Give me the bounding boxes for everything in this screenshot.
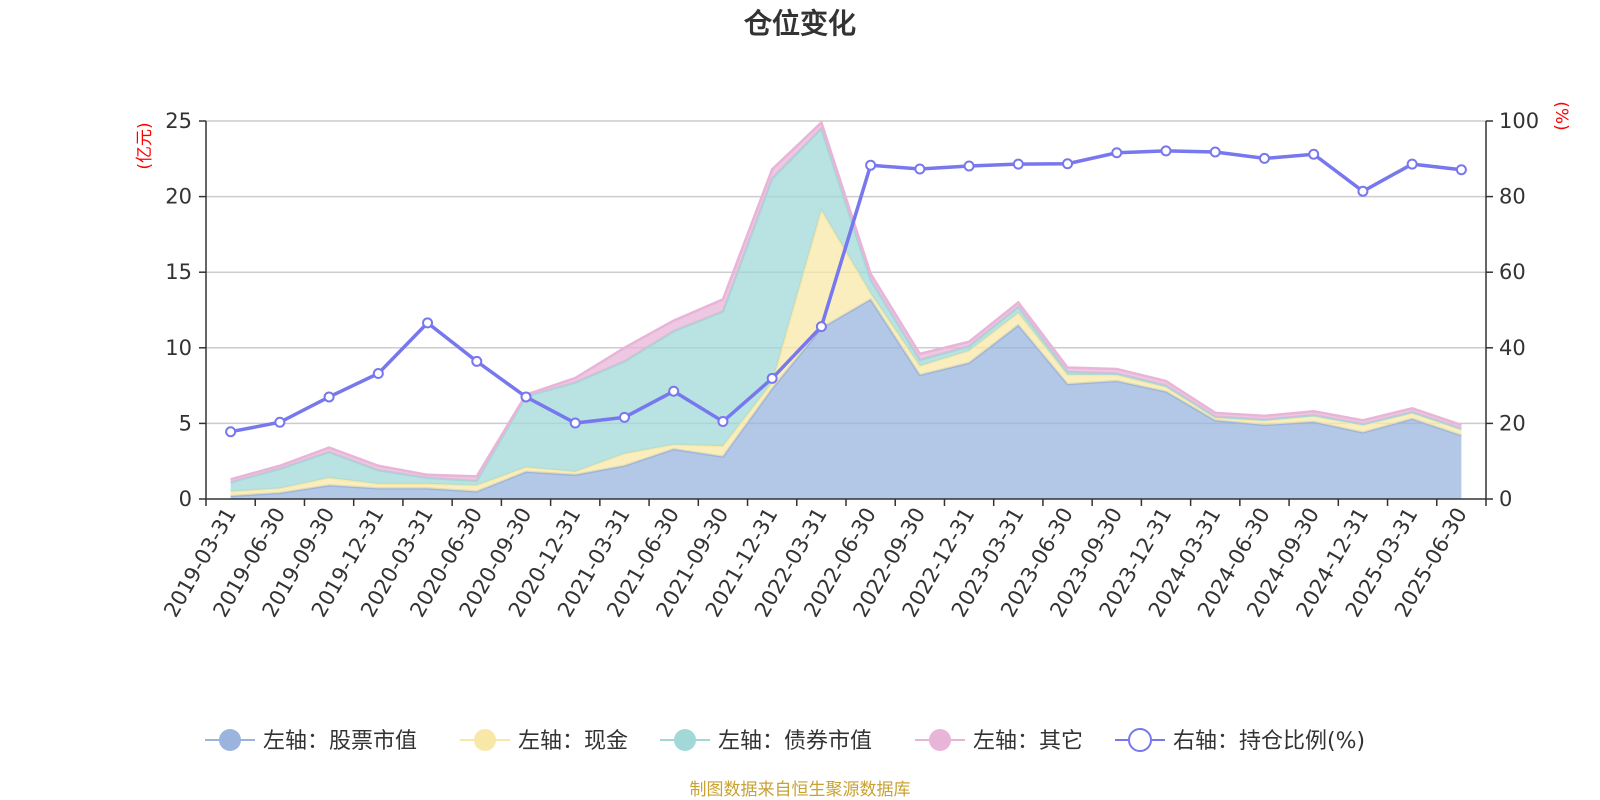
area-series-2 xyxy=(230,128,1462,492)
legend-label-4: 右轴：持仓比例(%) xyxy=(1173,729,1365,754)
ratio-point-22 xyxy=(1308,148,1320,160)
ratio-point-14 xyxy=(914,163,926,175)
ratio-point-25 xyxy=(1455,164,1467,176)
legend-marker-4 xyxy=(1128,728,1152,752)
ratio-point-0 xyxy=(225,426,237,438)
legend-marker-0 xyxy=(219,729,241,751)
left-tick-label-2: 10 xyxy=(165,336,192,360)
legend-marker-1 xyxy=(474,729,496,751)
left-tick-label-5: 25 xyxy=(165,109,192,133)
legend-marker-2 xyxy=(674,729,696,751)
legend-item-3: 左轴：其它 xyxy=(915,729,1083,754)
ratio-point-13 xyxy=(865,159,877,171)
legend-item-4: 右轴：持仓比例(%) xyxy=(1115,728,1365,754)
ratio-point-5 xyxy=(471,355,483,367)
left-axis-unit: (亿元) xyxy=(135,122,155,169)
ratio-point-24 xyxy=(1406,158,1418,170)
legend-marker-3 xyxy=(929,729,951,751)
left-tick-label-4: 20 xyxy=(165,185,192,209)
ratio-point-10 xyxy=(717,416,729,428)
ratio-point-19 xyxy=(1160,145,1172,157)
ratio-point-15 xyxy=(963,160,975,172)
right-tick-label-1: 20 xyxy=(1499,411,1526,435)
source-note: 制图数据来自恒生聚源数据库 xyxy=(690,780,911,800)
ratio-point-8 xyxy=(618,411,630,423)
legend-item-0: 左轴：股票市值 xyxy=(205,729,417,754)
left-tick-label-3: 15 xyxy=(165,260,192,284)
ratio-point-21 xyxy=(1258,152,1270,164)
ratio-point-16 xyxy=(1012,158,1024,170)
left-tick-label-0: 0 xyxy=(179,487,192,511)
area-series-1 xyxy=(230,210,1462,496)
legend: 左轴：股票市值 左轴：现金 左轴：债券市值 左轴：其它 右轴：持仓比例(%) xyxy=(205,728,1365,754)
legend-label-2: 左轴：债券市值 xyxy=(718,729,872,754)
ratio-point-23 xyxy=(1357,185,1369,197)
right-tick-label-4: 80 xyxy=(1499,185,1526,209)
right-tick-label-0: 0 xyxy=(1499,487,1512,511)
ratio-point-17 xyxy=(1062,158,1074,170)
ratio-point-2 xyxy=(323,391,335,403)
ratio-point-6 xyxy=(520,391,532,403)
area-series-3 xyxy=(230,122,1462,483)
ratio-point-12 xyxy=(815,321,827,333)
ratio-line xyxy=(230,149,1462,434)
ratio-point-11 xyxy=(766,372,778,384)
left-tick-label-1: 5 xyxy=(179,411,192,435)
right-tick-label-2: 40 xyxy=(1499,336,1526,360)
ratio-point-9 xyxy=(668,385,680,397)
legend-item-2: 左轴：债券市值 xyxy=(660,729,872,754)
legend-item-1: 左轴：现金 xyxy=(460,729,628,754)
ratio-point-1 xyxy=(274,416,286,428)
chart-title: 仓位变化 xyxy=(744,7,856,40)
area-series-0 xyxy=(230,299,1462,499)
ratio-point-20 xyxy=(1209,146,1221,158)
right-tick-label-3: 60 xyxy=(1499,260,1526,284)
ratio-point-7 xyxy=(569,417,581,429)
legend-label-1: 左轴：现金 xyxy=(518,729,628,754)
legend-label-0: 左轴：股票市值 xyxy=(263,729,417,754)
ratio-point-3 xyxy=(372,368,384,380)
ratio-point-4 xyxy=(422,317,434,329)
ratio-point-18 xyxy=(1111,147,1123,159)
area-edge-3 xyxy=(230,120,1462,481)
right-axis-unit: (%) xyxy=(1551,101,1571,130)
stacked-areas xyxy=(230,120,1462,499)
holding-ratio-series xyxy=(225,145,1467,438)
legend-label-3: 左轴：其它 xyxy=(973,729,1083,754)
right-tick-label-5: 100 xyxy=(1499,109,1539,133)
